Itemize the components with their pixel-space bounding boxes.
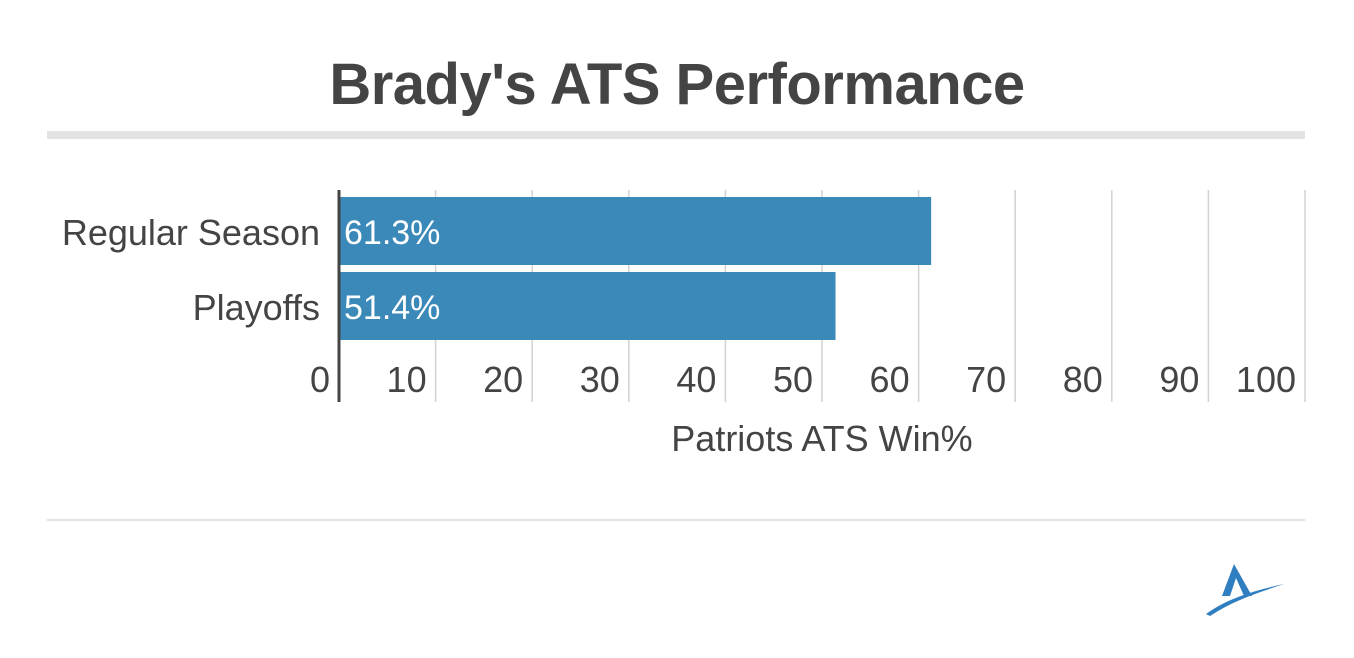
category-labels: Regular Season Playoffs [62,212,320,328]
tick-label-50: 50 [773,359,813,400]
category-label-0: Regular Season [62,212,320,253]
tick-label-70: 70 [966,359,1006,400]
bar-1 [339,272,836,340]
tick-label-80: 80 [1063,359,1103,400]
tick-label-20: 20 [483,359,523,400]
bars [339,197,932,340]
tick-label-10: 10 [387,359,427,400]
tick-label-40: 40 [676,359,716,400]
tick-label-100: 100 [1236,359,1296,400]
stylized-a-logo-icon [1206,564,1284,616]
data-label-0: 61.3% [344,214,440,252]
tick-labels: 0 10 20 30 40 50 60 70 80 90 100 [310,359,1296,400]
category-label-1: Playoffs [193,287,320,328]
tick-label-0: 0 [310,359,330,400]
tick-label-60: 60 [870,359,910,400]
tick-label-90: 90 [1159,359,1199,400]
tick-label-30: 30 [580,359,620,400]
data-label-1: 51.4% [344,289,440,327]
bar-0 [339,197,932,265]
chart-title: Brady's ATS Performance [329,52,1025,117]
title-divider [47,131,1305,139]
data-labels: 61.3% 51.4% [344,214,440,327]
footer-divider [47,519,1305,521]
x-axis-label: Patriots ATS Win% [671,418,972,459]
